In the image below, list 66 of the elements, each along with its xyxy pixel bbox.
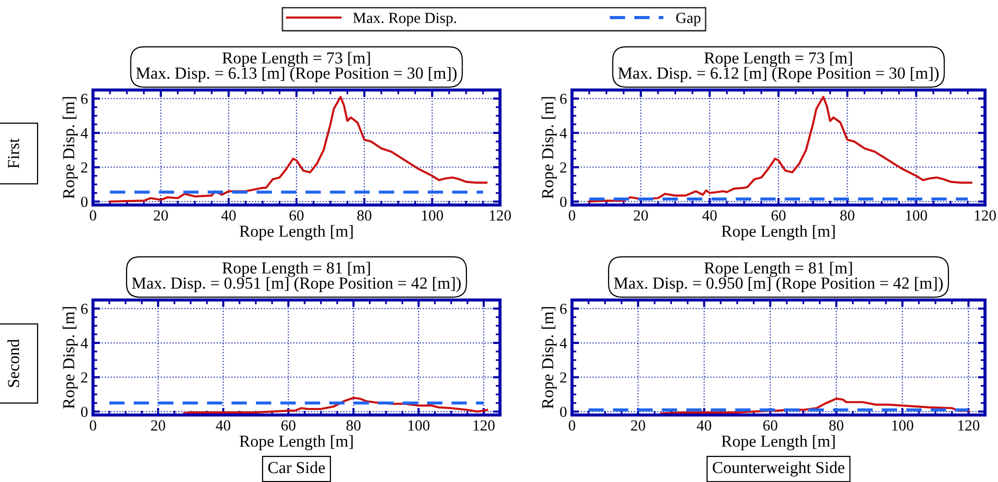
y-tick-label: 6 xyxy=(560,94,567,104)
y-tick-label: 4 xyxy=(80,338,88,348)
y-tick-label: 0 xyxy=(560,406,567,418)
y-tick-label: 4 xyxy=(560,338,567,348)
y-tick-label: 2 xyxy=(81,162,88,173)
chart-title: Rope Length = 73 [m] Max. Disp. = 6.13 [m] (Rope Position = 30 [m]) xyxy=(136,52,457,82)
x-axis-title: Rope Length [m] xyxy=(240,225,353,240)
x-tick-label: 120 xyxy=(474,420,495,431)
x-tick-label: 40 xyxy=(696,420,712,431)
y-axis-title: Rope Disp. [m] xyxy=(62,97,78,199)
line-series xyxy=(588,96,972,203)
chart-title: Rope Length = 81 [m] Max. Disp. = 0.950 [m] (Rope Position = 42 [m]) xyxy=(614,262,943,292)
x-tick-label: 60 xyxy=(281,420,296,431)
x-tick-label: 60 xyxy=(772,210,786,221)
x-tick-label: 120 xyxy=(958,420,980,431)
x-tick-label: 100 xyxy=(408,420,430,431)
y-tick-label: 2 xyxy=(81,372,88,383)
y-axis-title: Rope Disp. [m] xyxy=(542,307,557,409)
x-tick-label: 80 xyxy=(346,420,361,431)
x-tick-label: 40 xyxy=(702,210,717,221)
x-axis-title: Rope Length [m] xyxy=(722,225,835,240)
legend-label: Max. Rope Disp. xyxy=(353,12,456,26)
y-tick-label: 4 xyxy=(560,128,567,138)
x-tick-label: 120 xyxy=(974,210,996,221)
x-tick-label: 20 xyxy=(634,210,648,221)
line-series xyxy=(108,96,488,203)
text: Car Side xyxy=(268,461,325,474)
x-tick-label: 100 xyxy=(422,210,444,221)
y-tick-label: 6 xyxy=(560,304,567,314)
x-axis-title: Rope Length [m] xyxy=(240,435,353,450)
x-tick-label: 80 xyxy=(840,210,854,221)
x-tick-label: 20 xyxy=(154,210,168,221)
y-tick-label: 0 xyxy=(560,196,567,208)
y-tick-label: 2 xyxy=(560,372,566,383)
y-tick-label: 6 xyxy=(81,94,88,104)
text: Counterweight Side xyxy=(712,461,844,477)
y-tick-label: 0 xyxy=(81,196,88,208)
x-tick-label: 20 xyxy=(631,420,646,431)
x-tick-label: 40 xyxy=(216,420,230,431)
y-axis-title: Rope Disp. [m] xyxy=(542,97,557,199)
x-tick-label: 100 xyxy=(906,210,928,221)
x-tick-label: 40 xyxy=(221,210,236,221)
line-series xyxy=(660,398,970,414)
y-tick-label: 4 xyxy=(80,128,88,138)
legend-label: Gap xyxy=(676,12,700,26)
x-tick-label: 0 xyxy=(568,210,576,221)
x-tick-label: 120 xyxy=(490,210,511,221)
x-tick-label: 80 xyxy=(829,420,844,431)
line-series xyxy=(183,396,488,414)
chart-title: Rope Length = 73 [m] Max. Disp. = 6.12 [m] (Rope Position = 30 [m]) xyxy=(618,52,939,82)
x-axis-title: Rope Length [m] xyxy=(722,435,835,450)
text: First xyxy=(8,138,20,168)
x-tick-label: 20 xyxy=(151,420,166,431)
x-tick-label: 60 xyxy=(763,420,778,431)
x-tick-label: 80 xyxy=(357,210,372,221)
x-tick-label: 0 xyxy=(568,420,576,431)
x-tick-label: 0 xyxy=(90,420,96,431)
chart-title: Rope Length = 81 [m] Max. Disp. = 0.951 [m] (Rope Position = 42 [m]) xyxy=(132,262,461,292)
x-tick-label: 60 xyxy=(290,210,304,221)
x-tick-label: 0 xyxy=(90,210,96,221)
x-tick-label: 100 xyxy=(892,420,914,431)
y-tick-label: 0 xyxy=(81,406,88,418)
text: Second xyxy=(7,339,20,387)
y-tick-label: 2 xyxy=(560,162,566,173)
y-axis-title: Rope Disp. [m] xyxy=(62,307,78,409)
y-tick-label: 6 xyxy=(81,304,88,314)
